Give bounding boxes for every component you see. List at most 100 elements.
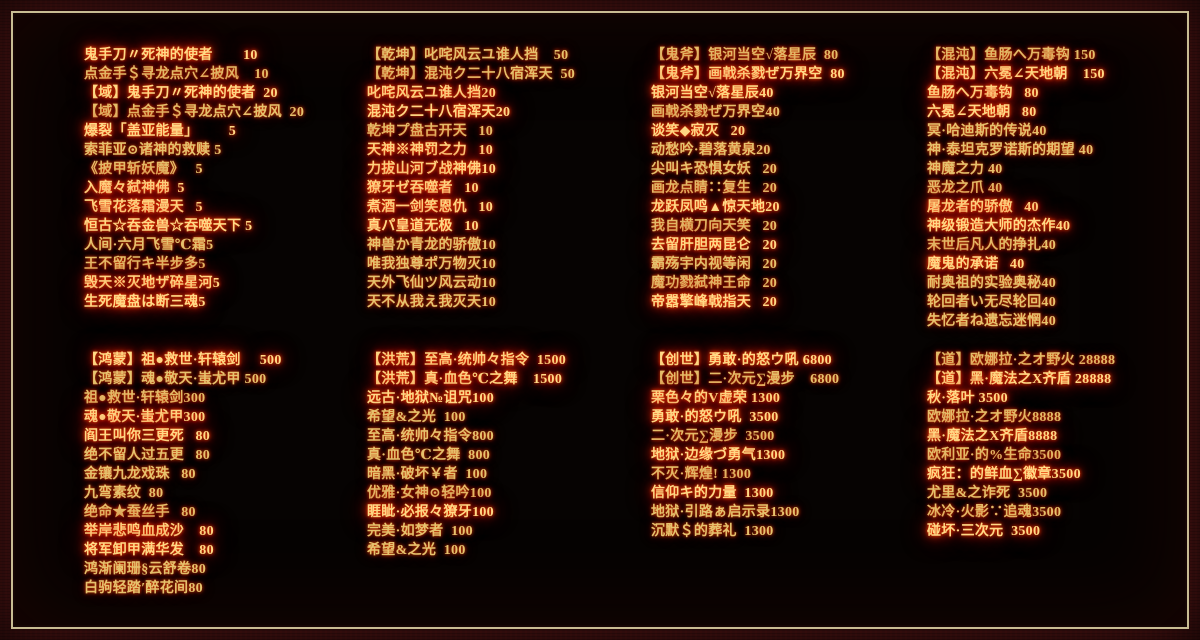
list-item: 【鬼斧】画戟杀戮ぜ万界空 80 bbox=[651, 67, 845, 82]
list-item: 栗色々的V虚荣 1300 bbox=[651, 391, 781, 406]
list-item: 冰冷·火影∵追魂3500 bbox=[927, 505, 1062, 520]
price-board-panel: 鬼手刀〃死神的使者 10 点金手＄寻龙点穴∠披风 10 【域】鬼手刀〃死神的使者 2… bbox=[11, 11, 1189, 629]
list-item: 沉默＄的葬礼 1300 bbox=[651, 524, 774, 539]
list-item: 神级锻造大师的杰作40 bbox=[927, 219, 1071, 234]
list-item: 远古·地狱№诅咒100 bbox=[367, 391, 495, 406]
list-item: 魔功戮弑神王命 20 bbox=[651, 276, 778, 291]
list-item: 完美·如梦者 100 bbox=[367, 524, 473, 539]
list-item: 【乾坤】叱咤风云ユ谁人挡 50 bbox=[367, 48, 569, 63]
list-item: 欧利亚·的%生命3500 bbox=[927, 448, 1062, 463]
list-item: 耐奥祖的实验奥秘40 bbox=[927, 276, 1056, 291]
list-item: 神兽か青龙的骄傲10 bbox=[367, 238, 496, 253]
list-item: 动愁吟·碧落黄泉20 bbox=[651, 143, 771, 158]
list-item: 屠龙者的骄傲 40 bbox=[927, 200, 1039, 215]
list-item: 《披甲斩妖魔》 5 bbox=[84, 162, 203, 177]
list-item: 飞雪花落霜漫天 5 bbox=[84, 200, 203, 215]
list-item: 神·泰坦克罗诺斯的期望 40 bbox=[927, 143, 1094, 158]
list-item: 【域】点金手＄寻龙点穴∠披风 20 bbox=[84, 105, 305, 120]
list-item: 点金手＄寻龙点穴∠披风 10 bbox=[84, 67, 269, 82]
bottom-list-column-3: 【创世】勇敢·的怒ウ吼 6800 【创世】二·次元∑漫步 6800 栗色々的V虚荣 … bbox=[651, 351, 839, 541]
list-item: 混沌ク二十八宿浑天20 bbox=[367, 105, 511, 120]
bottom-list-column-2: 【洪荒】至高·统帅々指令 1500 【洪荒】真·血色℃之舞 1500 远古·地狱№诅… bbox=[367, 351, 566, 560]
list-item: 暗黑·破坏￥者 100 bbox=[367, 467, 488, 482]
top-list-column-1: 鬼手刀〃死神的使者 10 点金手＄寻龙点穴∠披风 10 【域】鬼手刀〃死神的使者 2… bbox=[84, 46, 304, 312]
list-item: 将军卸甲满华发 80 bbox=[84, 543, 214, 558]
list-item: 【鸿蒙】魂●敬天·蚩尤甲 500 bbox=[84, 372, 267, 387]
list-item: 希望&之光 100 bbox=[367, 543, 466, 558]
list-item: 轮回者い无尽轮回40 bbox=[927, 295, 1056, 310]
list-item: 【洪荒】真·血色℃之舞 1500 bbox=[367, 372, 563, 387]
list-item: 信仰キ的力量 1300 bbox=[651, 486, 774, 501]
list-item: 六冕∠天地朝 80 bbox=[927, 105, 1037, 120]
list-item: 祖●救世·轩辕剑300 bbox=[84, 391, 206, 406]
list-item: 【混沌】六冕∠天地朝 150 bbox=[927, 67, 1105, 82]
top-list-column-2: 【乾坤】叱咤风云ユ谁人挡 50 【乾坤】混沌ク二十八宿浑天 50 叱咤风云ユ谁人挡2… bbox=[367, 46, 575, 312]
list-item: 王不留行キ半步多5 bbox=[84, 257, 206, 272]
list-item: 银河当空√落星辰40 bbox=[651, 86, 774, 101]
list-item: 獠牙ゼ吞噬者 10 bbox=[367, 181, 479, 196]
list-item: 【创世】勇敢·的怒ウ吼 6800 bbox=[651, 353, 832, 368]
list-item: 煮酒一剑笑恩仇 10 bbox=[367, 200, 494, 215]
list-item: 黑·魔法之X齐盾8888 bbox=[927, 429, 1058, 444]
list-item: 画龙点睛∷复生 20 bbox=[651, 181, 778, 196]
list-item: 索菲亚⊙诸神的救赎 5 bbox=[84, 143, 222, 158]
list-item: 【鬼斧】银河当空√落星辰 80 bbox=[651, 48, 839, 63]
list-item: 魂●敬天·蚩尤甲300 bbox=[84, 410, 206, 425]
list-item: 恶龙之爪 40 bbox=[927, 181, 1003, 196]
list-item: 末世后凡人的挣扎40 bbox=[927, 238, 1056, 253]
bottom-list-column-1: 【鸿蒙】祖●救世·轩辕剑 500 【鸿蒙】魂●敬天·蚩尤甲 500 祖●救世·轩辕剑… bbox=[84, 351, 282, 598]
list-item: 天外飞仙ツ风云动10 bbox=[367, 276, 496, 291]
list-item: 入魔々弑神佛 5 bbox=[84, 181, 185, 196]
list-item: 优雅·女神⊙轻吟100 bbox=[367, 486, 492, 501]
list-item: 【创世】二·次元∑漫步 6800 bbox=[651, 372, 840, 387]
list-item: 去留肝胆两昆仑 20 bbox=[651, 238, 778, 253]
list-item: 阎王叫你三更死 80 bbox=[84, 429, 211, 444]
list-item: 鬼手刀〃死神的使者 10 bbox=[84, 48, 258, 63]
list-item: 【混沌】鱼肠へ万毒钩 150 bbox=[927, 48, 1096, 63]
list-item: 欧娜拉·之オ野火8888 bbox=[927, 410, 1062, 425]
list-item: 神魔之力 40 bbox=[927, 162, 1003, 177]
list-item: 天神※神罚之力 10 bbox=[367, 143, 494, 158]
list-item: 毁天※灭地ザ碎星河5 bbox=[84, 276, 220, 291]
list-item: 勇敢·的怒ウ吼 3500 bbox=[651, 410, 779, 425]
list-item: 力拔山河ブ战神佛10 bbox=[367, 162, 496, 177]
list-item: 【域】鬼手刀〃死神的使者 20 bbox=[84, 86, 278, 101]
list-item: 谈笑◆寂灭 20 bbox=[651, 124, 746, 139]
top-list-column-4: 【混沌】鱼肠へ万毒钩 150 【混沌】六冕∠天地朝 150 鱼肠へ万毒钩 80 六冕∠… bbox=[927, 46, 1105, 331]
list-item: 举岸悲鸣血成沙 80 bbox=[84, 524, 214, 539]
list-item: 碰坏·三次元 3500 bbox=[927, 524, 1041, 539]
list-item: 【洪荒】至高·统帅々指令 1500 bbox=[367, 353, 567, 368]
list-item: 我自横刀向天笑 20 bbox=[651, 219, 778, 234]
list-item: 霸殇宇内视等闲 20 bbox=[651, 257, 778, 272]
list-item: 金镶九龙戏珠 80 bbox=[84, 467, 196, 482]
list-item: 魔鬼的承诺 40 bbox=[927, 257, 1025, 272]
list-item: 【道】黑·魔法之X齐盾 28888 bbox=[927, 372, 1112, 387]
list-item: 地狱·引路ぁ启示录1300 bbox=[651, 505, 800, 520]
list-item: 地狱·边缘づ勇气1300 bbox=[651, 448, 786, 463]
list-item: 龙跃凤鸣▲惊天地20 bbox=[651, 200, 780, 215]
list-item: 冥·哈迪斯的传说40 bbox=[927, 124, 1047, 139]
list-item: 天不从我え我灭天10 bbox=[367, 295, 496, 310]
list-item: 叱咤风云ユ谁人挡20 bbox=[367, 86, 496, 101]
list-item: 唯我独尊ポ万物灭10 bbox=[367, 257, 496, 272]
list-item: 失忆者ね遗忘迷惘40 bbox=[927, 314, 1056, 329]
list-item: 画戟杀戮ぜ万界空40 bbox=[651, 105, 780, 120]
list-item: 九弯素纹 80 bbox=[84, 486, 164, 501]
list-item: 希望&之光 100 bbox=[367, 410, 466, 425]
list-item: 绝命★蚕丝手 80 bbox=[84, 505, 196, 520]
list-item: 乾坤プ盘古开天 10 bbox=[367, 124, 494, 139]
list-item: 尤里&之诈死 3500 bbox=[927, 486, 1048, 501]
top-list-column-3: 【鬼斧】银河当空√落星辰 80 【鬼斧】画戟杀戮ぜ万界空 80 银河当空√落星辰40… bbox=[651, 46, 845, 312]
list-item: 秋·落叶 3500 bbox=[927, 391, 1008, 406]
list-item: 爆裂「盖亚能量」 5 bbox=[84, 124, 237, 139]
list-item: 真パ皇道无极 10 bbox=[367, 219, 479, 234]
list-item: 白驹轻踏′醉花间80 bbox=[84, 581, 203, 596]
list-item: 至高·统帅々指令800 bbox=[367, 429, 494, 444]
list-item: 【鸿蒙】祖●救世·轩辕剑 500 bbox=[84, 353, 282, 368]
list-item: 人间·六月飞雪℃霜5 bbox=[84, 238, 214, 253]
list-item: 恒古☆吞金兽☆吞噬天下 5 bbox=[84, 219, 253, 234]
list-item: 【道】欧娜拉·之オ野火 28888 bbox=[927, 353, 1116, 368]
list-item: 睚眦·必报々獠牙100 bbox=[367, 505, 494, 520]
list-item: 疯狂：的鲜血∑徽章3500 bbox=[927, 467, 1081, 482]
bottom-list-column-4: 【道】欧娜拉·之オ野火 28888 【道】黑·魔法之X齐盾 28888 秋·落叶 3… bbox=[927, 351, 1115, 541]
